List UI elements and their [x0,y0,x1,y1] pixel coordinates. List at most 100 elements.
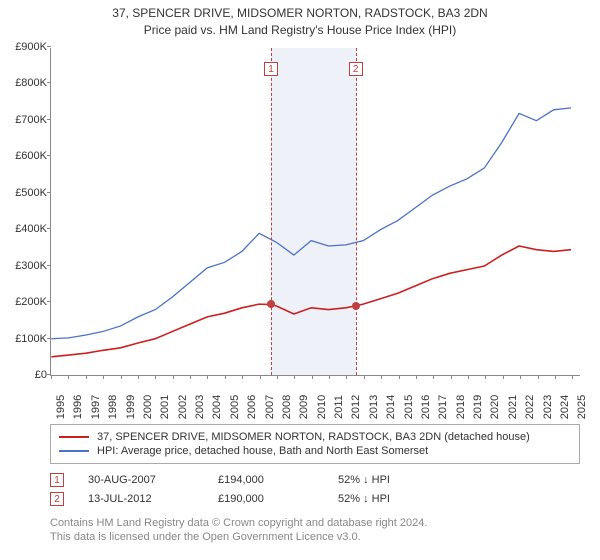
x-tick-mark [68,375,69,379]
x-tick-mark [381,375,382,379]
x-tick-mark [399,375,400,379]
x-axis-label: 2005 [229,395,241,419]
x-axis-label: 2010 [316,395,328,419]
x-tick-mark [364,375,365,379]
x-axis-label: 2015 [403,395,415,419]
legend-label: 37, SPENCER DRIVE, MIDSOMER NORTON, RADS… [97,431,530,443]
x-tick-mark [242,375,243,379]
chart-title: 37, SPENCER DRIVE, MIDSOMER NORTON, RADS… [0,0,600,37]
annotation-table: 1 30-AUG-2007 £194,000 52% ↓ HPI 2 13-JU… [50,468,580,511]
x-tick-mark [260,375,261,379]
event-marker-box: 2 [349,62,363,76]
x-axis-label: 2007 [264,395,276,419]
x-axis-label: 1999 [125,395,137,419]
x-axis-label: 2016 [420,395,432,419]
y-tick-mark [47,82,51,83]
y-axis-label: £800K [3,77,47,89]
line-series-svg [51,48,580,375]
x-tick-mark [538,375,539,379]
x-tick-mark [103,375,104,379]
legend: 37, SPENCER DRIVE, MIDSOMER NORTON, RADS… [50,424,580,464]
y-tick-mark [47,119,51,120]
y-axis-label: £400K [3,223,47,235]
legend-swatch [59,436,89,438]
chart-container: 37, SPENCER DRIVE, MIDSOMER NORTON, RADS… [0,0,600,560]
x-axis-label: 2022 [524,395,536,419]
x-tick-mark [555,375,556,379]
annotation-pct: 52% ↓ HPI [338,493,478,505]
y-tick-mark [47,265,51,266]
annotation-price: £194,000 [218,474,338,486]
x-axis-label: 2004 [211,395,223,419]
x-tick-mark [190,375,191,379]
y-axis-label: £900K [3,41,47,53]
x-tick-mark [451,375,452,379]
x-axis-label: 2009 [298,395,310,419]
x-tick-mark [51,375,52,379]
annotation-pct: 52% ↓ HPI [338,474,478,486]
x-axis-label: 2024 [559,395,571,419]
x-axis-label: 2014 [385,395,397,419]
x-axis-label: 2023 [542,395,554,419]
x-axis-label: 1997 [90,395,102,419]
annotation-marker-icon: 2 [50,492,64,506]
x-tick-mark [485,375,486,379]
x-tick-mark [138,375,139,379]
event-dot-icon [267,300,275,308]
x-tick-mark [503,375,504,379]
y-tick-mark [47,192,51,193]
legend-item: 37, SPENCER DRIVE, MIDSOMER NORTON, RADS… [59,431,571,443]
legend-swatch [59,450,89,452]
y-axis-label: £600K [3,150,47,162]
x-axis-label: 2021 [507,395,519,419]
annotation-marker-icon: 1 [50,473,64,487]
x-axis-label: 2018 [455,395,467,419]
title-line-1: 37, SPENCER DRIVE, MIDSOMER NORTON, RADS… [0,6,600,20]
x-axis-label: 2003 [194,395,206,419]
y-tick-mark [47,46,51,47]
x-tick-mark [173,375,174,379]
y-axis-label: £100K [3,333,47,345]
x-tick-mark [207,375,208,379]
x-tick-mark [121,375,122,379]
y-tick-mark [47,228,51,229]
annotation-row: 2 13-JUL-2012 £190,000 52% ↓ HPI [50,492,580,506]
y-axis-label: £0 [3,369,47,381]
x-axis-label: 2017 [437,395,449,419]
x-axis-label: 2002 [177,395,189,419]
y-tick-mark [47,338,51,339]
x-axis-label: 1998 [107,395,119,419]
x-tick-mark [346,375,347,379]
x-axis-label: 2019 [472,395,484,419]
event-dot-icon [352,302,360,310]
x-axis-label: 2011 [333,395,345,419]
annotation-price: £190,000 [218,493,338,505]
event-vline [271,48,272,375]
legend-label: HPI: Average price, detached house, Bath… [97,445,428,457]
y-axis-label: £500K [3,187,47,199]
x-tick-mark [277,375,278,379]
footer-line-1: Contains HM Land Registry data © Crown c… [50,516,580,530]
x-tick-mark [416,375,417,379]
x-axis-label: 2006 [246,395,258,419]
x-tick-mark [433,375,434,379]
x-tick-mark [468,375,469,379]
x-tick-mark [520,375,521,379]
x-tick-mark [572,375,573,379]
x-axis-label: 2013 [368,395,380,419]
y-tick-mark [47,155,51,156]
x-axis-label: 2020 [489,395,501,419]
annotation-date: 30-AUG-2007 [88,474,218,486]
x-tick-mark [329,375,330,379]
series-price_paid [51,246,571,357]
x-tick-mark [294,375,295,379]
footer-text: Contains HM Land Registry data © Crown c… [50,516,580,545]
plot-area: £0£100K£200K£300K£400K£500K£600K£700K£80… [50,48,580,376]
x-axis-label: 1995 [55,395,67,419]
y-axis-label: £300K [3,260,47,272]
annotation-date: 13-JUL-2012 [88,493,218,505]
x-tick-mark [86,375,87,379]
x-axis-label: 1996 [72,395,84,419]
x-axis-label: 2012 [350,395,362,419]
y-axis-label: £700K [3,114,47,126]
